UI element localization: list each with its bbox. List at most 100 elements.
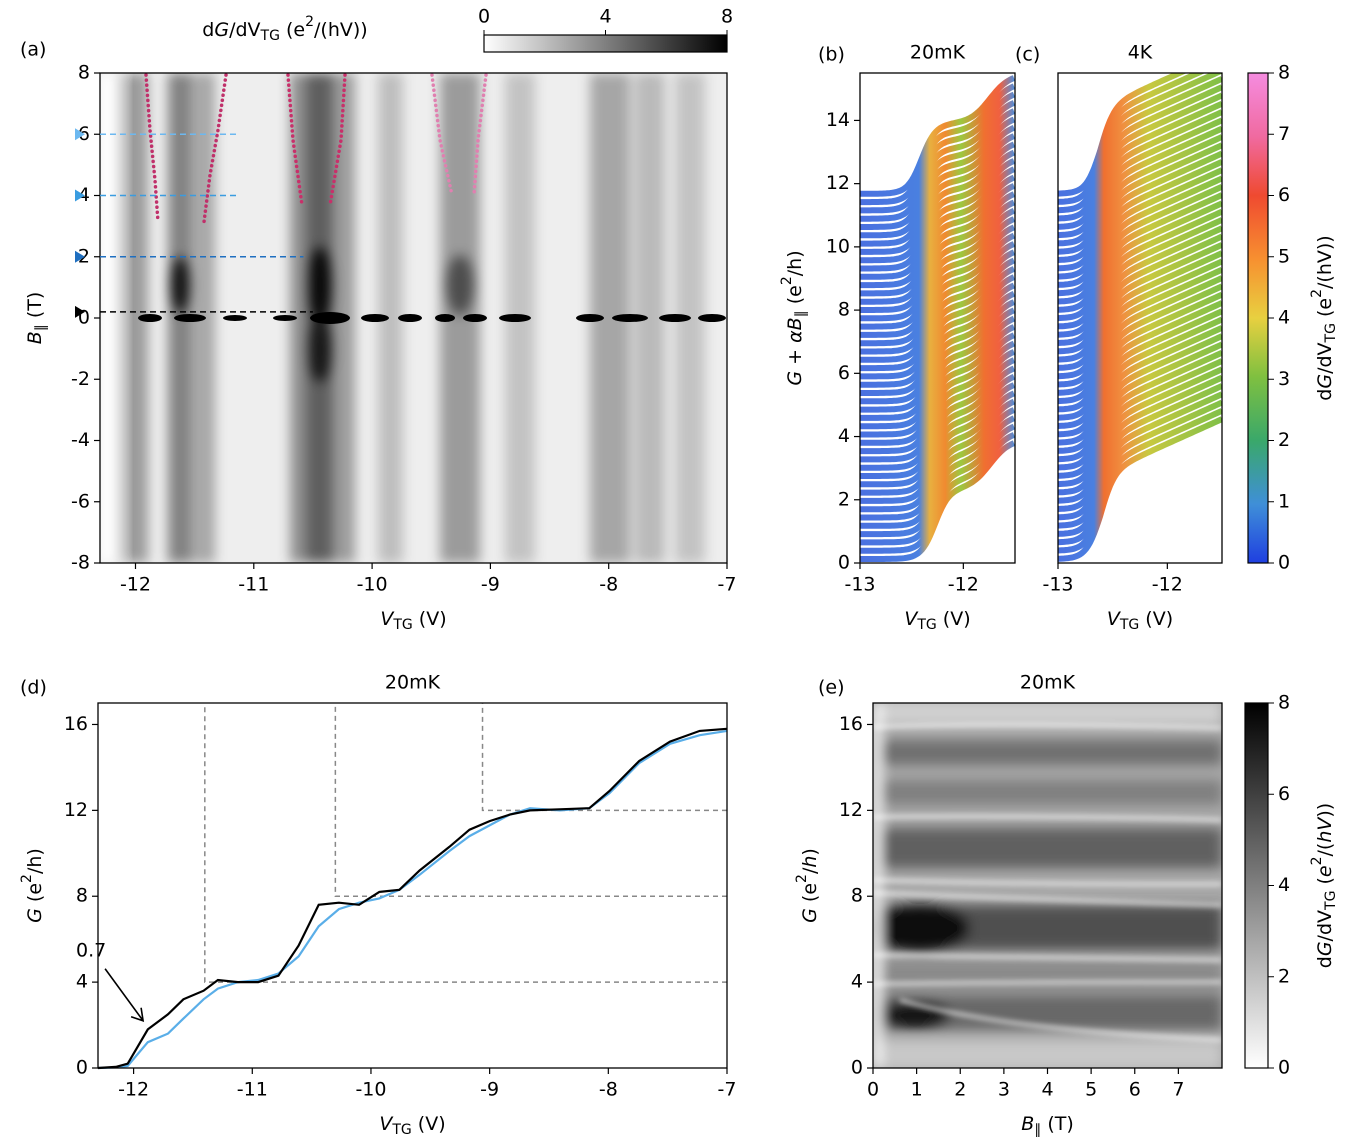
waterfall-trace <box>1058 142 1222 288</box>
waterfall-trace <box>1058 125 1222 272</box>
waterfall-trace <box>860 315 1015 438</box>
y-tick-label: 2 <box>838 488 850 510</box>
label-part: 2 <box>305 14 314 30</box>
label-part: ∥ <box>33 324 49 331</box>
waterfall-trace <box>1058 217 1222 363</box>
colorbar-label: dG/dVTG (e2/(hV)) <box>202 14 367 44</box>
x-tick-label: -12 <box>1152 574 1183 596</box>
cut-marker <box>75 128 85 141</box>
y-tick-label: 12 <box>826 172 850 194</box>
waterfall-trace <box>1058 73 1187 197</box>
waterfall-trace <box>1058 416 1222 562</box>
waterfall-trace <box>1058 200 1222 346</box>
waterfall-trace <box>1058 291 1222 438</box>
waterfall-trace <box>1058 76 1222 222</box>
colorbar-label: dG/dVTG (e2/(hV)) <box>1309 235 1339 400</box>
waterfall-trace <box>860 382 1015 504</box>
x-tick-label: 1 <box>911 1079 923 1101</box>
label-part: TG <box>1323 323 1339 343</box>
colorbar-tick-label: 0 <box>478 6 490 28</box>
waterfall-trace <box>1058 167 1222 313</box>
label-part: TG <box>1119 617 1139 633</box>
x-tick-label: -9 <box>480 1079 499 1101</box>
annotation: 0.7 <box>76 939 106 961</box>
y-tick-label: 4 <box>76 971 88 993</box>
waterfall-trace <box>860 241 1015 363</box>
label-part: (e <box>799 883 821 908</box>
colorbar-tick-label: 1 <box>1278 490 1290 512</box>
label-part: TG <box>392 617 412 633</box>
waterfall-trace <box>1058 183 1222 330</box>
guide-line <box>334 703 727 897</box>
waterfall-trace <box>1058 366 1222 512</box>
label-part: hV <box>1314 816 1336 843</box>
waterfall-trace <box>1058 150 1222 297</box>
y-tick-label: 8 <box>838 299 850 321</box>
waterfall-trace <box>1058 73 1206 205</box>
panel-label: (d) <box>20 677 47 699</box>
waterfall-b <box>860 75 1015 562</box>
x-tick-label: -13 <box>1042 574 1073 596</box>
panel-label: (b) <box>818 44 845 66</box>
label-part: V <box>379 1113 394 1135</box>
x-tick-label: -8 <box>599 1079 618 1101</box>
waterfall-trace <box>1058 225 1222 371</box>
waterfall-trace <box>1058 283 1222 429</box>
waterfall-trace <box>860 274 1015 396</box>
y-tick-label: -2 <box>71 368 90 390</box>
panel-title: 4K <box>1128 42 1153 64</box>
waterfall-trace <box>860 257 1015 380</box>
label-part: ∥ <box>1034 1122 1041 1138</box>
waterfall-trace <box>860 108 1015 230</box>
waterfall-trace <box>860 191 1015 313</box>
waterfall-trace <box>1058 109 1222 255</box>
x-tick-label: 4 <box>1041 1079 1053 1101</box>
label-part: V <box>904 608 919 630</box>
y-tick-label: 4 <box>838 425 850 447</box>
colorbar <box>1247 72 1269 564</box>
waterfall-trace <box>1058 100 1222 247</box>
x-tick-label: 2 <box>954 1079 966 1101</box>
x-tick-label: -12 <box>120 574 151 596</box>
label-part: G <box>1314 374 1336 389</box>
colorbar-label: dG/dVTG (e2/(hV)) <box>1309 803 1339 968</box>
x-tick-label: 3 <box>998 1079 1010 1101</box>
y-tick-label: 10 <box>826 235 850 257</box>
waterfall-trace <box>1058 208 1222 355</box>
x-tick-label: 0 <box>867 1079 879 1101</box>
waterfall-trace <box>1058 266 1222 413</box>
cut-marker <box>75 305 85 318</box>
waterfall-trace <box>860 224 1015 347</box>
label-part: G <box>1314 941 1336 956</box>
waterfall-trace <box>860 407 1015 529</box>
colorbar-tick-label: 0 <box>1278 552 1290 574</box>
guide-line <box>481 703 727 812</box>
waterfall-trace <box>860 307 1015 430</box>
waterfall-trace <box>860 390 1015 513</box>
waterfall-trace <box>860 299 1015 421</box>
x-tick-label: -13 <box>844 574 875 596</box>
label-part: TG <box>916 617 936 633</box>
x-axis-label: VTG (V) <box>380 608 446 634</box>
x-tick-label: -10 <box>357 574 388 596</box>
waterfall-trace <box>1058 275 1222 421</box>
x-tick-label: 6 <box>1129 1079 1141 1101</box>
waterfall-trace <box>860 357 1015 479</box>
annotation-arrow <box>104 968 145 1022</box>
x-tick-label: -7 <box>718 574 737 596</box>
x-axis-label: VTG (V) <box>379 1113 445 1139</box>
x-tick-label: -12 <box>118 1079 149 1101</box>
waterfall-trace <box>860 158 1015 280</box>
label-part: /dV <box>229 19 260 41</box>
label-part: B <box>24 331 46 344</box>
waterfall-trace <box>1058 92 1222 239</box>
y-tick-label: 6 <box>838 362 850 384</box>
colorbar <box>483 34 728 53</box>
waterfall-trace <box>1058 117 1222 263</box>
label-part: αB <box>784 317 806 343</box>
waterfall-trace <box>860 440 1015 562</box>
y-tick-label: 8 <box>851 885 863 907</box>
label-part: (V) <box>1139 608 1173 630</box>
colorbar-tick-label: 0 <box>1278 1057 1290 1079</box>
